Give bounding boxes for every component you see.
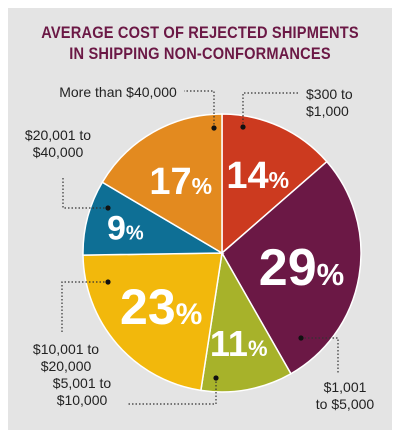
pie-slice [221, 113, 328, 255]
leader-line [62, 176, 108, 209]
category-label: $1,001 to $5,000 [316, 379, 375, 412]
chart-title-line-2: IN SHIPPING NON-CONFORMANCES [69, 44, 331, 63]
leader-endpoint [298, 335, 304, 341]
slice-percent-label: 11% [210, 323, 268, 364]
slice-percent-label: 29% [259, 239, 344, 297]
chart-title: AVERAGE COST OF REJECTED SHIPMENTS IN SH… [35, 22, 365, 64]
pie-slice [200, 250, 292, 393]
leader-endpoint [211, 125, 217, 131]
leader-line [242, 92, 300, 127]
leader-line [184, 90, 215, 128]
leader-line [61, 281, 108, 334]
slice-percent-label: 9% [107, 210, 144, 248]
category-label: $300 to $1,000 [306, 86, 353, 119]
category-label: More than $40,000 [59, 84, 177, 100]
category-label: $5,001 to $10,000 [53, 375, 112, 408]
slice-percent-label: 23% [120, 279, 202, 335]
slice-percent-label: 14% [226, 155, 289, 197]
leader-line [128, 378, 217, 405]
leader-line [301, 337, 339, 373]
category-label: $20,001 to $40,000 [25, 127, 91, 160]
leader-endpoint [105, 279, 111, 285]
leader-endpoint [213, 375, 219, 381]
leader-endpoint [105, 205, 111, 211]
chart-title-line-1: AVERAGE COST OF REJECTED SHIPMENTS [41, 23, 359, 42]
leader-endpoint [240, 124, 246, 130]
pie-slice [82, 252, 223, 392]
pie-slice [101, 113, 223, 255]
slice-percent-label: 17% [149, 161, 212, 203]
pie-slice [221, 160, 362, 375]
category-label: $10,001 to $20,000 [33, 341, 99, 374]
